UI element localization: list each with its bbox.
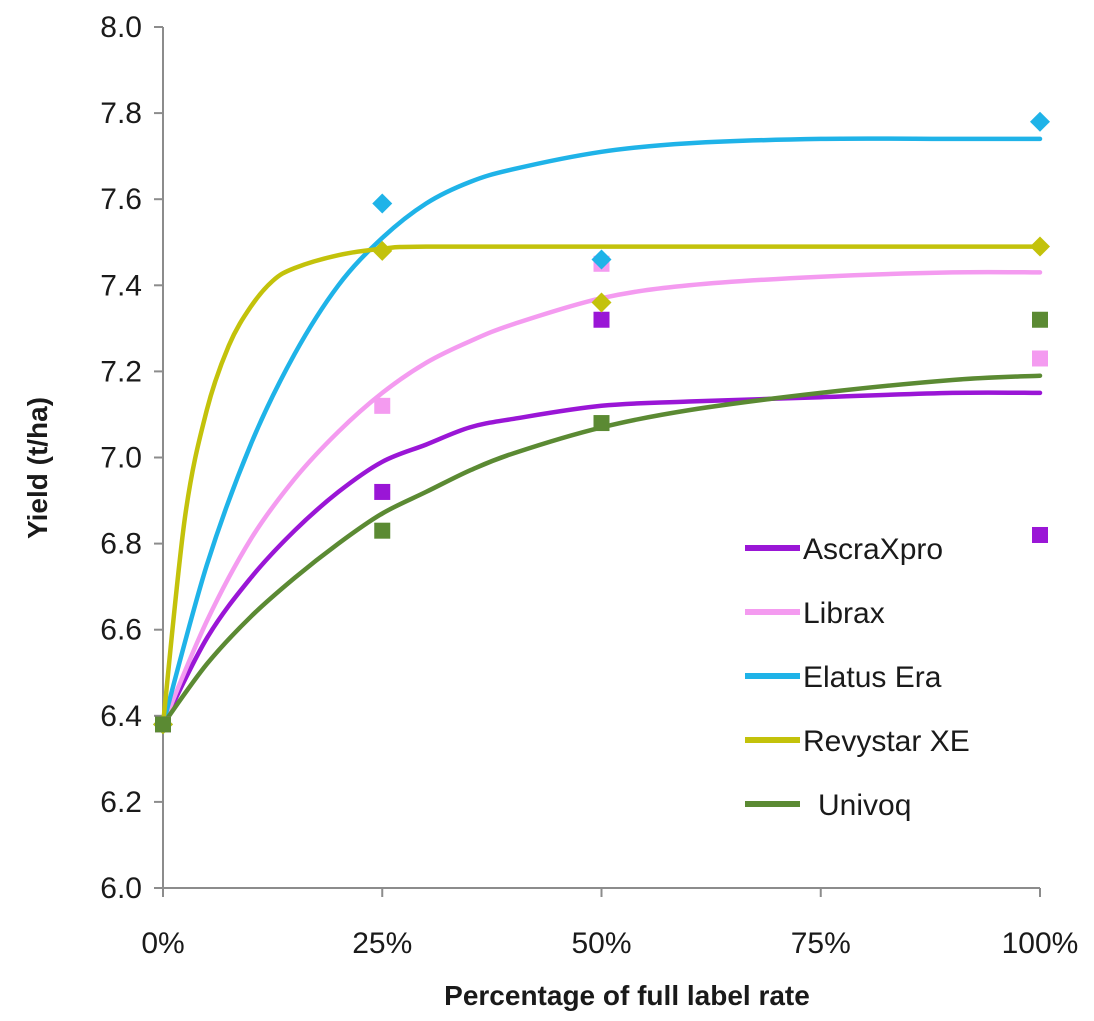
y-tick-label: 7.8 [100, 97, 142, 130]
data-point-revystar-xe [1030, 236, 1050, 257]
data-point-librax [1032, 350, 1048, 367]
fit-curve-elatus-era [160, 136, 1043, 727]
y-tick-label: 7.2 [100, 355, 142, 388]
data-points [153, 111, 1050, 735]
y-axis-title: Yield (t/ha) [22, 397, 53, 539]
data-point-univoq [593, 415, 610, 432]
legend-label-revystar-xe: Revystar XE [803, 725, 970, 758]
data-point-univoq [374, 522, 391, 539]
legend: AscraXpro Librax Elatus Era Revystar XE Univ… [745, 533, 970, 822]
x-axis-title: Percentage of full label rate [444, 980, 810, 1011]
data-point-elatus-era [1030, 111, 1050, 132]
y-tick-label: 7.0 [100, 442, 142, 475]
x-tick-label: 25% [352, 927, 412, 960]
data-point-revystar-xe [591, 292, 612, 313]
x-tick-label: 50% [571, 927, 631, 960]
y-tick-label: 7.6 [100, 183, 142, 216]
legend-label-librax: Librax [803, 597, 885, 630]
data-point-ascraxpro [374, 483, 391, 500]
y-tick-label: 6.4 [100, 700, 142, 733]
axes [162, 27, 1040, 889]
data-point-ascraxpro [593, 311, 610, 328]
legend-label-ascraxpro: AscraXpro [803, 533, 943, 566]
y-tick-label: 7.4 [100, 269, 142, 302]
data-point-ascraxpro [1032, 526, 1048, 543]
x-tick-label: 100% [1002, 927, 1079, 960]
y-tick-label: 6.6 [100, 614, 142, 647]
fit-curve-revystar-xe [160, 244, 1043, 727]
x-tick-label: 0% [141, 927, 184, 960]
fit-curve-univoq [160, 373, 1043, 727]
y-tick-label: 6.8 [100, 528, 142, 561]
legend-label-univoq: Univoq [818, 789, 911, 822]
data-point-univoq [1032, 311, 1048, 328]
x-tick-label: 75% [791, 927, 851, 960]
data-point-librax [374, 397, 391, 414]
y-tick-label: 6.0 [100, 872, 142, 905]
data-point-elatus-era [591, 249, 612, 270]
data-point-elatus-era [372, 193, 393, 214]
fit-curve-ascraxpro [160, 390, 1043, 727]
data-point-univoq [155, 716, 171, 733]
y-ticks: 6.0 6.2 6.4 6.6 6.8 7.0 7.2 7.4 7.6 7.8 8.0 [100, 11, 163, 905]
legend-label-elatus-era: Elatus Era [803, 661, 942, 694]
fit-curve-librax [160, 269, 1043, 727]
x-ticks: 0% 25% 50% 75% 100% [141, 888, 1078, 960]
y-tick-label: 8.0 [100, 11, 142, 44]
fit-curves [160, 136, 1043, 727]
data-point-revystar-xe [372, 240, 393, 261]
y-tick-label: 6.2 [100, 786, 142, 819]
